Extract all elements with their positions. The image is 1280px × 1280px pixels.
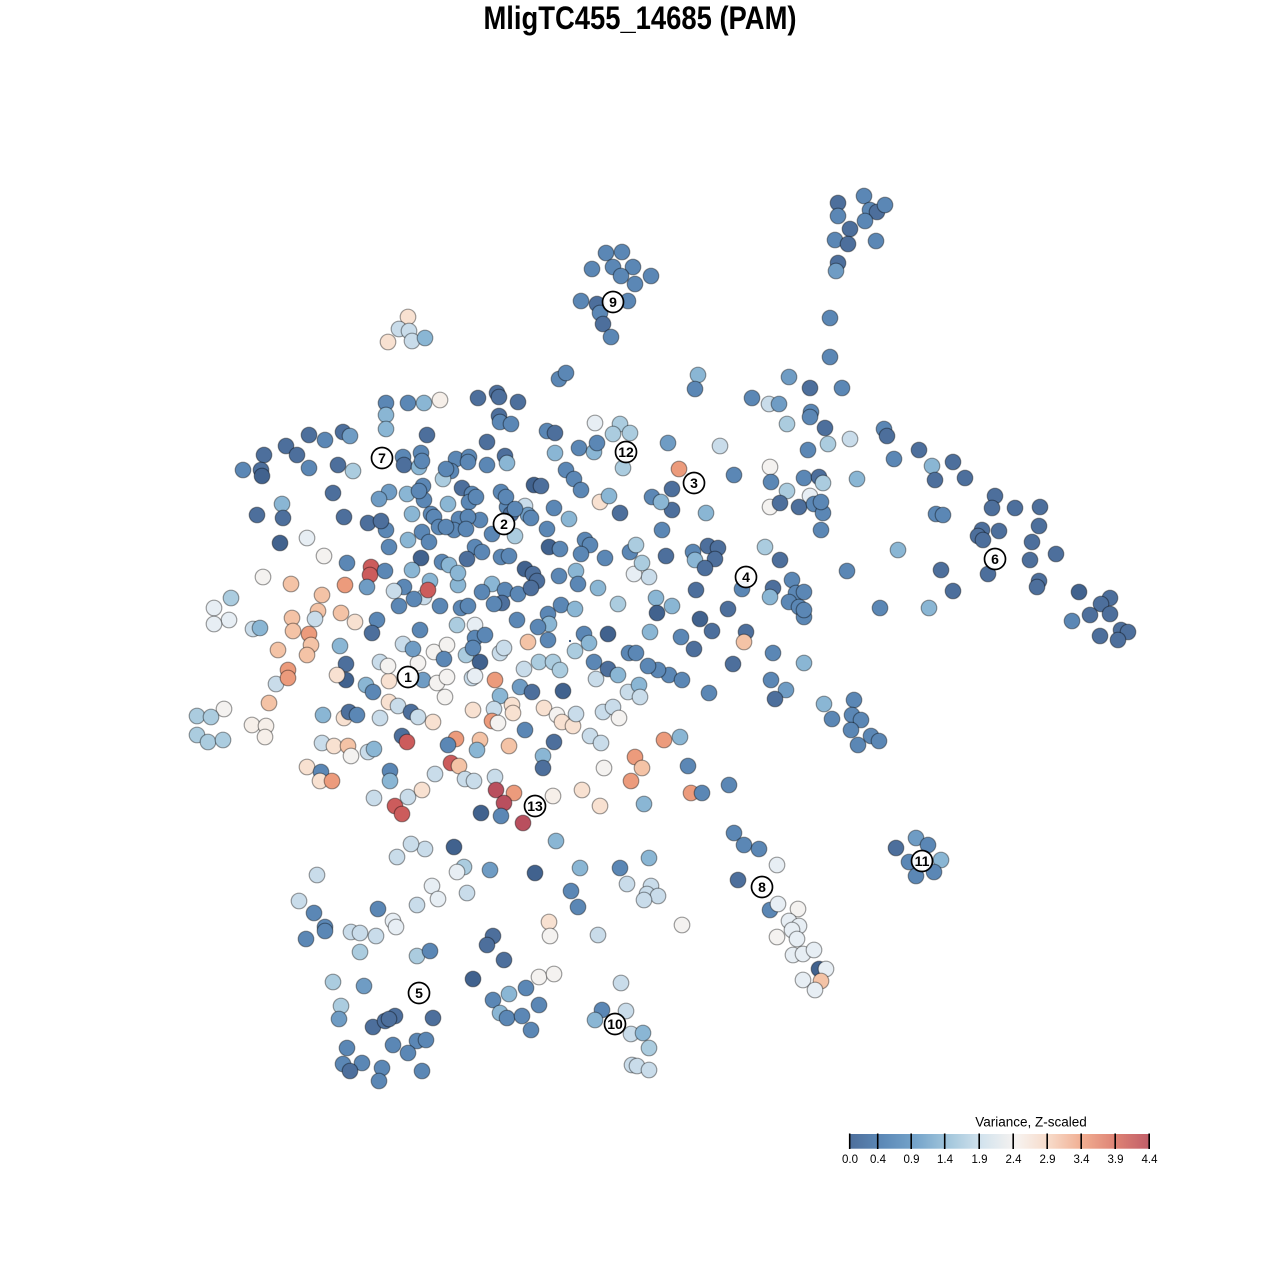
svg-text:5: 5 (415, 985, 423, 1001)
svg-text:7: 7 (378, 450, 386, 466)
svg-text:MligTC455_14685 (PAM): MligTC455_14685 (PAM) (484, 0, 797, 36)
svg-text:1.4: 1.4 (937, 1154, 954, 1166)
svg-text:10: 10 (607, 1016, 623, 1032)
svg-text:9: 9 (609, 294, 617, 310)
svg-text:3: 3 (690, 475, 698, 491)
svg-text:2: 2 (500, 516, 508, 532)
svg-text:1.9: 1.9 (972, 1154, 988, 1166)
svg-text:0.4: 0.4 (870, 1154, 887, 1166)
svg-text:3.4: 3.4 (1074, 1154, 1091, 1166)
svg-text:12: 12 (618, 444, 634, 460)
svg-text:Variance, Z-scaled: Variance, Z-scaled (975, 1115, 1087, 1130)
svg-text:11: 11 (915, 853, 930, 869)
svg-text:0.0: 0.0 (842, 1154, 858, 1166)
svg-text:4: 4 (742, 569, 750, 585)
svg-text:4.4: 4.4 (1142, 1154, 1159, 1166)
svg-text:13: 13 (527, 798, 543, 814)
svg-text:6: 6 (991, 551, 999, 567)
svg-text:0.9: 0.9 (904, 1154, 920, 1166)
svg-text:2.9: 2.9 (1040, 1154, 1056, 1166)
svg-text:3.9: 3.9 (1108, 1154, 1124, 1166)
svg-text:8: 8 (758, 879, 766, 895)
svg-text:1: 1 (404, 669, 412, 685)
svg-text:2.4: 2.4 (1006, 1154, 1023, 1166)
